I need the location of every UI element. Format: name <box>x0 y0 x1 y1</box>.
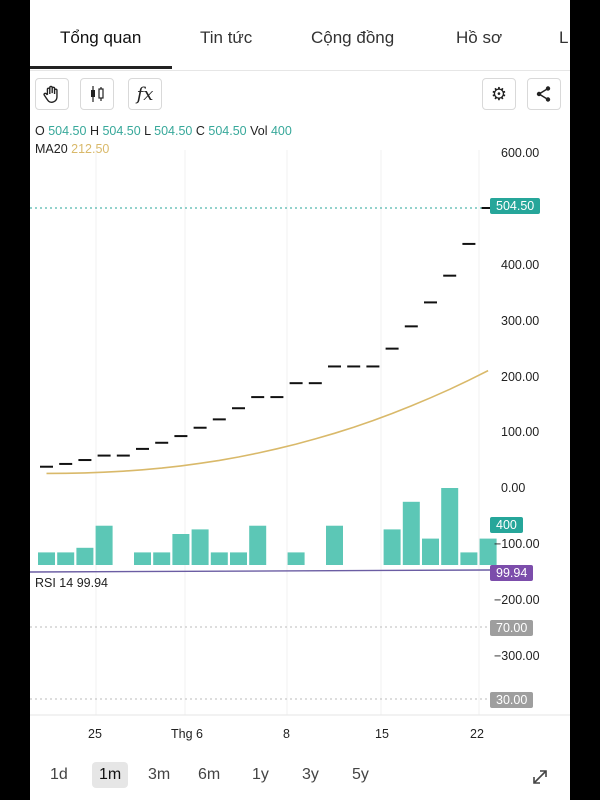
rsi-lower-badge: 30.00 <box>490 692 534 708</box>
gear-icon: ⚙ <box>490 83 508 104</box>
y-tick: 100.00 <box>501 425 540 439</box>
tab-more[interactable]: L <box>559 28 569 47</box>
tab-news[interactable]: Tin tức <box>200 28 253 47</box>
last-price-badge: 504.50 <box>490 198 541 214</box>
low-value: 504.50 <box>154 124 193 138</box>
indicators-button[interactable]: fx <box>128 78 162 110</box>
ohlc-legend: O 504.50 H 504.50 L 504.50 C 504.50 Vol … <box>35 124 292 138</box>
rsi-value: 99.94 <box>76 576 108 590</box>
volume-bar <box>460 552 478 565</box>
volume-bar <box>172 534 190 565</box>
stock-chart-screen: Tổng quan Tin tức Cộng đồng Hồ sơ L fx ⚙ <box>30 0 570 800</box>
range-3y[interactable]: 3y <box>302 766 319 783</box>
y-tick: −200.00 <box>494 593 540 607</box>
share-icon <box>536 86 551 102</box>
y-tick: 200.00 <box>501 370 540 384</box>
volume-bar <box>57 552 75 565</box>
rsi-line <box>30 569 491 573</box>
share-button[interactable] <box>527 78 561 110</box>
volume-bar <box>422 538 439 565</box>
tab-bar: Tổng quan Tin tức Cộng đồng Hồ sơ L <box>30 0 570 71</box>
settings-button[interactable]: ⚙ <box>482 78 516 110</box>
range-5y[interactable]: 5y <box>352 766 369 783</box>
drawing-tool-button[interactable] <box>35 78 69 110</box>
range-3m[interactable]: 3m <box>148 766 171 783</box>
x-tick: 8 <box>283 727 290 741</box>
volume-bar <box>383 529 401 565</box>
y-tick: −100.00 <box>494 537 540 551</box>
volume-bar <box>441 488 459 565</box>
rsi-badge: 99.94 <box>490 565 534 581</box>
y-tick: 300.00 <box>501 314 540 328</box>
close-value: 504.50 <box>208 124 247 138</box>
volume-bar <box>402 501 420 565</box>
volume-value: 400 <box>270 124 292 138</box>
volume-bar <box>230 552 247 565</box>
range-1y[interactable]: 1y <box>252 766 269 783</box>
volume-bar <box>134 552 151 565</box>
range-1m[interactable]: 1m <box>92 762 129 788</box>
active-tab-indicator <box>30 66 172 69</box>
volume-bar <box>153 552 171 565</box>
y-tick: −300.00 <box>494 649 540 663</box>
range-1d[interactable]: 1d <box>50 766 68 783</box>
y-tick: 600.00 <box>501 146 540 160</box>
high-value: 504.50 <box>102 124 141 138</box>
tab-overview[interactable]: Tổng quan <box>60 28 142 47</box>
hand-icon <box>43 85 58 103</box>
volume-bar <box>249 525 267 565</box>
price-chart[interactable] <box>30 0 570 800</box>
y-tick: 0.00 <box>501 481 526 495</box>
volume-bar <box>38 552 55 565</box>
volume-badge: 400 <box>490 517 523 533</box>
rsi-upper-badge: 70.00 <box>490 620 534 636</box>
x-tick: 25 <box>88 727 102 741</box>
chart-type-button[interactable] <box>80 78 114 110</box>
volume-bar <box>191 529 209 565</box>
expand-icon[interactable] <box>530 767 550 787</box>
volume-bar <box>76 547 94 565</box>
tab-profile[interactable]: Hồ sơ <box>456 28 503 47</box>
range-6m[interactable]: 6m <box>198 766 221 783</box>
volume-bar <box>287 552 305 565</box>
x-tick: 22 <box>470 727 484 741</box>
rsi-legend: RSI 14 99.94 <box>35 576 108 590</box>
volume-bar <box>326 525 343 565</box>
ma20-line <box>46 369 489 475</box>
fx-icon: fx <box>136 83 154 105</box>
tab-community[interactable]: Cộng đồng <box>311 28 395 47</box>
x-tick: Thg 6 <box>171 727 203 741</box>
ma-legend: MA20 212.50 <box>35 142 110 156</box>
ma-value: 212.50 <box>71 142 110 156</box>
volume-bar <box>479 538 497 565</box>
volume-bar <box>95 525 113 565</box>
y-tick: 400.00 <box>501 258 540 272</box>
candlestick-icon <box>91 86 104 102</box>
open-value: 504.50 <box>48 124 87 138</box>
x-tick: 15 <box>375 727 389 741</box>
volume-bar <box>210 552 228 565</box>
